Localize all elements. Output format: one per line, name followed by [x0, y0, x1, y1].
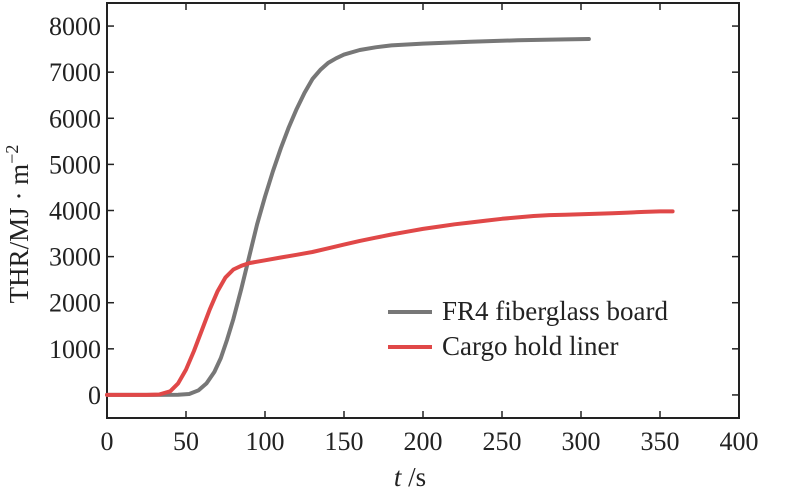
x-tick-label: 50	[173, 427, 199, 456]
legend-label-2: Cargo hold liner	[442, 331, 618, 361]
y-tick-label: 1000	[49, 335, 101, 364]
x-tick-label: 300	[562, 427, 601, 456]
x-tick-label: 0	[101, 427, 114, 456]
x-tick-label: 400	[720, 427, 759, 456]
x-tick-label: 250	[483, 427, 522, 456]
y-axis-title: THR/MJ · m−2	[2, 145, 34, 304]
y-tick-label: 5000	[49, 150, 101, 179]
legend-label-1: FR4 fiberglass board	[442, 296, 668, 326]
y-tick-label: 4000	[49, 197, 101, 226]
y-tick-label: 7000	[49, 58, 101, 87]
x-tick-label: 200	[404, 427, 443, 456]
x-tick-label: 100	[246, 427, 285, 456]
x-axis-title: t /s	[394, 462, 426, 492]
legend: FR4 fiberglass board Cargo hold liner	[388, 296, 668, 361]
x-tick-label: 350	[641, 427, 680, 456]
axis-ticks: 0 50 100 150 200 250 300 350 4000100020003000400…	[49, 3, 759, 456]
y-tick-label: 2000	[49, 289, 101, 318]
series-line-2	[105, 209, 675, 397]
series-line-1	[105, 37, 591, 397]
y-tick-label: 3000	[49, 243, 101, 272]
series-lines	[105, 37, 675, 397]
y-tick-label: 0	[88, 381, 101, 410]
y-tick-label: 8000	[49, 12, 101, 41]
y-tick-label: 6000	[49, 104, 101, 133]
x-tick-label: 150	[325, 427, 364, 456]
